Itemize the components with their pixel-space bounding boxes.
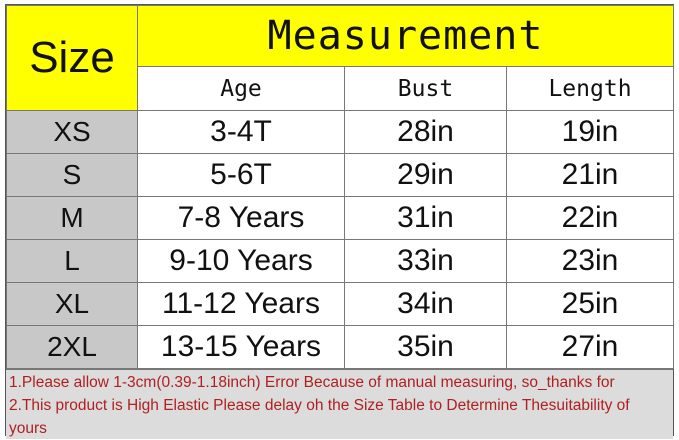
age-cell: 5-6T <box>137 153 345 197</box>
length-cell: 27in <box>505 325 675 369</box>
bust-cell: 33in <box>344 239 507 283</box>
notes: 1.Please allow 1-3cm(0.39-1.18inch) Erro… <box>6 369 673 439</box>
table-row: 2XL 13-15 Years 35in 27in <box>6 325 675 369</box>
age-header: Age <box>137 66 345 111</box>
size-cell: M <box>6 196 138 240</box>
bust-cell: 31in <box>344 196 507 240</box>
note-1: 1.Please allow 1-3cm(0.39-1.18inch) Erro… <box>9 374 615 391</box>
age-cell: 3-4T <box>137 110 345 154</box>
bust-header: Bust <box>344 66 507 111</box>
size-table: Size Measurement Age Bust Length XS 3-4T 2… <box>6 5 675 369</box>
length-cell: 21in <box>505 153 675 197</box>
size-cell: S <box>6 153 138 197</box>
bust-cell: 35in <box>344 325 507 369</box>
bust-cell: 34in <box>344 282 507 326</box>
length-cell: 22in <box>505 196 675 240</box>
bust-cell: 28in <box>344 110 507 154</box>
note-2: 2.This product is High Elastic Please de… <box>9 397 630 437</box>
size-cell: L <box>6 239 138 283</box>
size-cell: 2XL <box>6 325 138 369</box>
table-row: L 9-10 Years 33in 23in <box>6 239 675 283</box>
age-cell: 7-8 Years <box>137 196 345 240</box>
length-cell: 23in <box>505 239 675 283</box>
length-cell: 19in <box>505 110 675 154</box>
table-row: M 7-8 Years 31in 22in <box>6 196 675 240</box>
length-cell: 25in <box>505 282 675 326</box>
bust-cell: 29in <box>344 153 507 197</box>
size-cell: XS <box>6 110 138 154</box>
table-row: S 5-6T 29in 21in <box>6 153 675 197</box>
age-cell: 9-10 Years <box>137 239 345 283</box>
age-cell: 11-12 Years <box>137 282 345 326</box>
size-header: Size <box>6 5 138 111</box>
age-cell: 13-15 Years <box>137 325 345 369</box>
size-chart: Size Measurement Age Bust Length XS 3-4T 2… <box>5 4 675 439</box>
table-row: XL 11-12 Years 34in 25in <box>6 282 675 326</box>
size-cell: XL <box>6 282 138 326</box>
length-header: Length <box>505 66 675 111</box>
table-row: XS 3-4T 28in 19in <box>6 110 675 154</box>
measurement-header: Measurement <box>136 5 675 67</box>
